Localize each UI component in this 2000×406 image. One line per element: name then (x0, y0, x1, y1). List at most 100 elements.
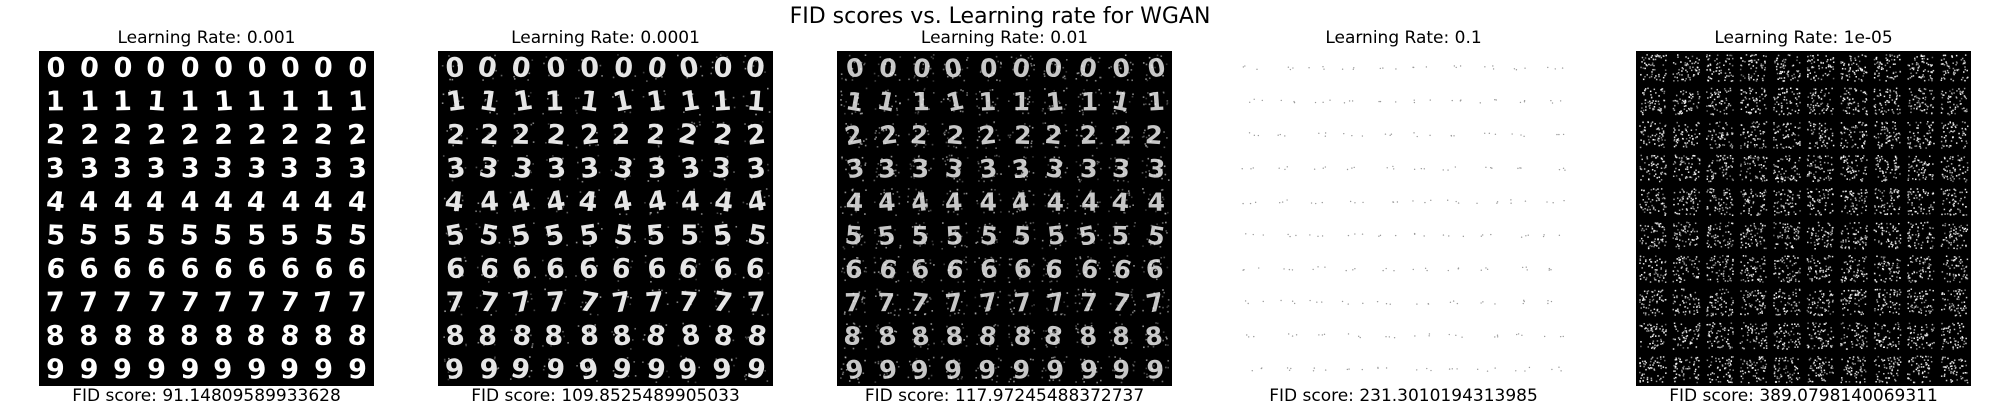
noise-speck (926, 76, 928, 78)
noise-speck (1164, 212, 1167, 215)
noise-speck (566, 211, 569, 214)
noise-speck (1014, 290, 1016, 292)
sample-dot (1526, 269, 1528, 271)
noise-speck (1148, 375, 1150, 378)
noise-speck (847, 132, 849, 134)
noise-speck (549, 277, 551, 280)
sample-digit: 5 (745, 219, 769, 253)
noise-speck (927, 133, 930, 136)
noise-speck (621, 122, 624, 124)
noise-speck (623, 110, 626, 113)
sample-digit: 5 (347, 219, 369, 252)
noise-speck (1012, 313, 1015, 315)
noise-speck (853, 326, 855, 329)
noise-speck (854, 140, 856, 142)
sample-dot (1393, 337, 1396, 339)
noise-speck (886, 330, 889, 332)
noise-speck (1142, 188, 1144, 190)
noise-speck (620, 99, 622, 101)
noise-speck (1143, 372, 1146, 375)
sample-digit: 4 (680, 186, 701, 218)
noise-speck (1056, 146, 1059, 149)
noise-speck (1063, 89, 1065, 92)
noise-speck (1009, 301, 1011, 304)
noise-speck (548, 74, 550, 77)
sample-digit: 1 (46, 86, 65, 117)
noise-speck (481, 169, 483, 171)
noise-speck (960, 89, 962, 91)
sample-digit: 3 (112, 153, 132, 185)
noise-speck (894, 73, 896, 76)
sample-dot (1362, 302, 1364, 305)
noise-speck (956, 213, 959, 216)
noise-speck (665, 292, 668, 294)
noise-speck (1142, 62, 1145, 64)
noise-speck (533, 207, 536, 210)
noise-speck (1163, 146, 1166, 149)
noise-speck (441, 102, 444, 105)
noise-speck (929, 298, 932, 300)
noise-speck (913, 63, 916, 65)
noise-speck (750, 296, 752, 299)
noise-speck (976, 98, 978, 100)
noise-speck (1147, 345, 1149, 348)
noise-speck (1096, 160, 1099, 163)
noise-speck (1000, 61, 1002, 64)
sample-digit: 5 (1145, 220, 1167, 251)
noise-speck (884, 264, 886, 266)
noise-speck (921, 335, 924, 337)
noise-speck (1066, 207, 1069, 209)
noise-speck (1054, 225, 1057, 228)
noise-speck (588, 330, 590, 333)
noise-speck (991, 89, 994, 91)
noise-speck (546, 159, 548, 161)
sample-dot (1277, 134, 1279, 136)
sample-dot (1329, 99, 1331, 101)
noise-speck (1019, 272, 1021, 274)
noise-speck (912, 369, 914, 372)
sample-digit: 9 (79, 354, 100, 386)
noise-speck (1090, 189, 1093, 192)
noise-speck (1079, 93, 1082, 96)
noise-speck (1108, 67, 1111, 69)
noise-sample (1941, 255, 1969, 283)
noise-speck (1007, 100, 1010, 102)
sample-digit: 9 (610, 353, 633, 386)
noise-speck (651, 289, 654, 292)
noise-speck (446, 130, 449, 132)
noise-speck (1018, 195, 1021, 198)
noise-speck (958, 363, 961, 365)
noise-speck (754, 259, 756, 262)
sample-digit: 4 (443, 186, 465, 219)
noise-speck (443, 336, 445, 338)
noise-speck (761, 121, 764, 123)
noise-speck (883, 373, 886, 376)
noise-sample (1806, 154, 1835, 183)
noise-speck (850, 140, 853, 143)
noise-speck (873, 72, 876, 75)
noise-speck (585, 301, 587, 304)
sample-digit: 2 (445, 119, 466, 151)
sample-digit: 1 (912, 87, 930, 116)
noise-speck (914, 371, 917, 373)
noise-speck (946, 175, 948, 178)
sample-dot (1322, 65, 1324, 68)
noise-speck (750, 123, 753, 126)
noise-speck (659, 196, 662, 199)
noise-speck (581, 59, 583, 61)
noise-speck (634, 75, 637, 77)
noise-speck (496, 212, 498, 214)
sample-digit: 1 (944, 86, 967, 118)
noise-speck (1084, 207, 1087, 210)
noise-speck (447, 371, 450, 374)
noise-speck (1147, 332, 1150, 334)
noise-speck (1050, 293, 1052, 296)
noise-speck (1032, 358, 1034, 361)
noise-speck (878, 127, 881, 129)
noise-speck (982, 328, 985, 330)
noise-speck (1132, 93, 1134, 96)
noise-speck (1086, 79, 1088, 82)
noise-speck (899, 56, 902, 58)
sample-dot (1484, 66, 1486, 68)
noise-speck (982, 60, 985, 62)
